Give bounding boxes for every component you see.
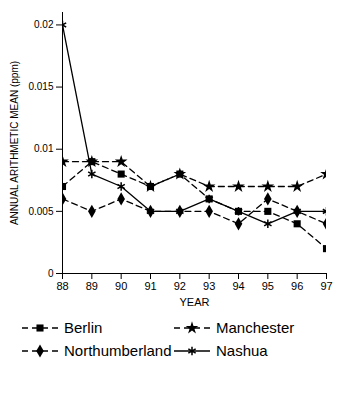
svg-text:0.015: 0.015: [28, 81, 53, 92]
svg-text:89: 89: [86, 280, 98, 292]
svg-text:96: 96: [291, 280, 303, 292]
svg-text:ANNUAL ARITHMETIC MEAN (ppm): ANNUAL ARITHMETIC MEAN (ppm): [9, 61, 20, 225]
html-text:Manchester: Manchester: [216, 319, 295, 336]
svg-text:0: 0: [48, 268, 54, 279]
svg-text:90: 90: [115, 280, 127, 292]
svg-text:92: 92: [174, 280, 186, 292]
svg-text:93: 93: [203, 280, 215, 292]
svg-text:97: 97: [320, 280, 332, 292]
html-text:Northumberland: Northumberland: [64, 342, 172, 359]
svg-text:0.01: 0.01: [34, 143, 54, 154]
html-text:Berlin: Berlin: [64, 319, 103, 336]
svg-text:95: 95: [262, 280, 274, 292]
html-text:Nashua: Nashua: [216, 342, 268, 359]
svg-text:YEAR: YEAR: [180, 296, 210, 308]
svg-text:0.02: 0.02: [34, 19, 54, 30]
svg-text:91: 91: [144, 280, 156, 292]
svg-text:88: 88: [56, 280, 68, 292]
svg-text:94: 94: [232, 280, 244, 292]
svg-text:0.005: 0.005: [28, 206, 53, 217]
